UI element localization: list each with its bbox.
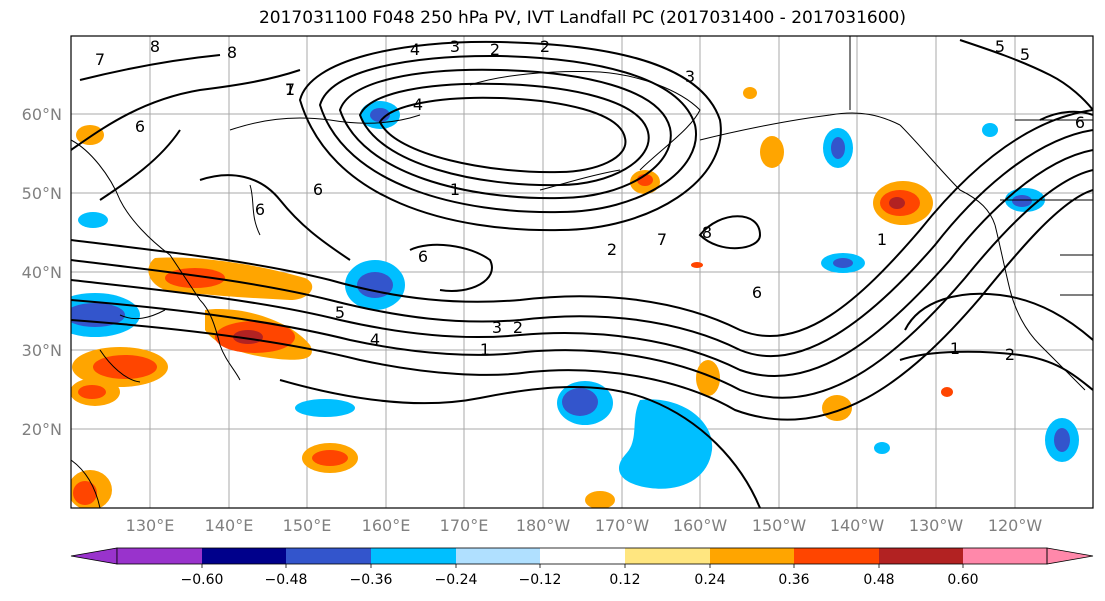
contour-label: 7 xyxy=(285,80,295,99)
lat-label: 50°N xyxy=(22,184,62,203)
colorbar-frame xyxy=(116,547,1048,565)
contour-label: 8 xyxy=(227,43,237,62)
lon-label: 140°W xyxy=(830,516,885,535)
contour-label: 3 xyxy=(492,318,502,337)
colorbar-segment xyxy=(710,548,794,564)
ivt-contours xyxy=(71,39,1093,508)
coastlines xyxy=(71,36,1093,508)
colorbar-segment xyxy=(963,548,1047,564)
colorbar: −0.60 −0.48 −0.36 −0.24 −0.12 0.12 0.24 … xyxy=(70,547,1094,588)
contour-label: 7 xyxy=(657,230,667,249)
contour-label: 5 xyxy=(335,303,345,322)
lat-label: 60°N xyxy=(22,105,62,124)
colorbar-tick: −0.36 xyxy=(350,572,393,588)
longitude-labels: 130°E 140°E 150°E 160°E 170°E 180°W 170°… xyxy=(126,516,1043,535)
latitude-labels: 60°N 50°N 40°N 30°N 20°N xyxy=(22,105,62,439)
contour-label: 2 xyxy=(490,40,500,59)
colorbar-tick: −0.48 xyxy=(265,572,308,588)
map-frame xyxy=(70,35,1094,509)
lon-label: 130°W xyxy=(909,516,964,535)
colorbar-segment xyxy=(794,548,879,564)
colorbar-tick: 0.24 xyxy=(694,572,725,588)
colorbar-tick: 0.60 xyxy=(947,572,978,588)
colorbar-segment xyxy=(879,548,963,564)
contour-label: 6 xyxy=(255,200,265,219)
map-title: 2017031100 F048 250 hPa PV, IVT Landfall… xyxy=(258,8,906,28)
contour-label: 2 xyxy=(540,37,550,56)
contour-label: 1 xyxy=(877,230,887,249)
lon-label: 150°E xyxy=(283,516,332,535)
colorbar-segment xyxy=(456,548,540,564)
colorbar-tick: 0.48 xyxy=(863,572,894,588)
colorbar-segment xyxy=(625,548,710,564)
lon-label: 150°W xyxy=(752,516,807,535)
contour-label: 5 xyxy=(995,37,1005,56)
contour-label: 1 xyxy=(480,340,490,359)
lon-label: 160°W xyxy=(673,516,728,535)
lat-label: 40°N xyxy=(22,263,62,282)
lon-label: 120°W xyxy=(988,516,1043,535)
colorbar-segment xyxy=(202,548,286,564)
colorbar-tick: −0.60 xyxy=(181,572,224,588)
contour-label: 3 xyxy=(450,37,460,56)
lat-label: 20°N xyxy=(22,420,62,439)
contour-label: 6 xyxy=(418,247,428,266)
lon-label: 130°E xyxy=(126,516,175,535)
colorbar-tick: −0.12 xyxy=(519,572,562,588)
contour-label: 1 xyxy=(450,180,460,199)
contour-label: 4 xyxy=(370,330,380,349)
colorbar-tick: −0.24 xyxy=(435,572,478,588)
contour-label: 2 xyxy=(607,240,617,259)
contour-label: 1 xyxy=(950,339,960,358)
contour-label: 6 xyxy=(1075,113,1085,132)
contour-label: 2 xyxy=(1005,345,1015,364)
lon-label: 140°E xyxy=(205,516,254,535)
contour-label: 5 xyxy=(1020,45,1030,64)
lon-label: 160°E xyxy=(362,516,411,535)
contour-label: 8 xyxy=(702,223,712,242)
colorbar-tick: 0.36 xyxy=(778,572,809,588)
colorbar-tick: 0.12 xyxy=(609,572,640,588)
colorbar-segment xyxy=(1046,547,1094,565)
lat-label: 30°N xyxy=(22,341,62,360)
contour-label: 6 xyxy=(135,117,145,136)
contour-label: 6 xyxy=(313,180,323,199)
contour-label: 8 xyxy=(150,37,160,56)
colorbar-segment xyxy=(540,548,625,564)
contour-label: 3 xyxy=(685,67,695,86)
contour-label: 4 xyxy=(413,95,423,114)
colorbar-segment xyxy=(117,548,202,564)
contour-labels: 1 2 3 4 5 6 7 8 1 2 6 6 8 1 6 7 5 4 3 2 … xyxy=(95,37,1085,364)
contour-label: 1 xyxy=(285,80,295,99)
colorbar-segment xyxy=(371,548,456,564)
contour-label: 2 xyxy=(513,318,523,337)
contour-label: 6 xyxy=(752,283,762,302)
lon-label: 170°E xyxy=(440,516,489,535)
contour-label: 7 xyxy=(95,50,105,69)
lon-label: 180°W xyxy=(516,516,571,535)
contour-label: 4 xyxy=(410,40,420,59)
colorbar-segment xyxy=(286,548,371,564)
lon-label: 170°W xyxy=(595,516,650,535)
colorbar-segment xyxy=(70,547,118,565)
